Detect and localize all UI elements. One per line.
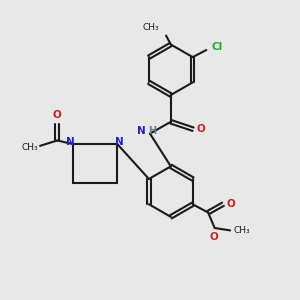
- Text: CH₃: CH₃: [233, 226, 250, 235]
- Text: O: O: [53, 110, 62, 120]
- Text: H: H: [148, 126, 157, 136]
- Text: Cl: Cl: [212, 42, 223, 52]
- Text: N: N: [115, 137, 124, 147]
- Text: N: N: [137, 126, 146, 136]
- Text: O: O: [226, 199, 235, 209]
- Text: O: O: [197, 124, 206, 134]
- Text: CH₃: CH₃: [142, 23, 159, 32]
- Text: N: N: [66, 137, 75, 147]
- Text: O: O: [210, 232, 218, 242]
- Text: CH₃: CH₃: [22, 143, 38, 152]
